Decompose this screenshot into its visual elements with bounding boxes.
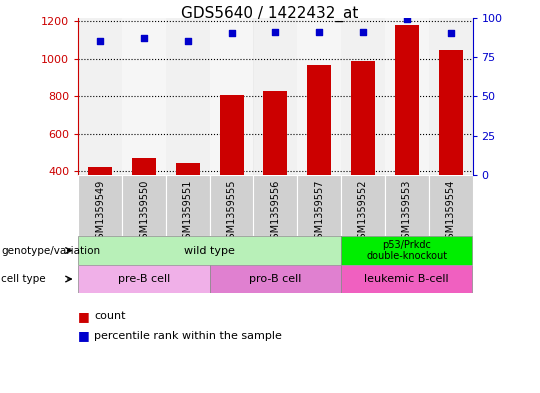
Bar xyxy=(264,91,287,246)
Bar xyxy=(210,265,341,293)
Point xyxy=(96,38,105,44)
Text: GDS5640 / 1422432_at: GDS5640 / 1422432_at xyxy=(181,6,359,22)
Bar xyxy=(253,18,298,175)
Bar xyxy=(78,18,122,175)
Text: ■: ■ xyxy=(78,329,90,343)
Point xyxy=(315,29,323,35)
Bar xyxy=(166,175,210,236)
Text: GSM1359555: GSM1359555 xyxy=(227,180,237,245)
Bar xyxy=(253,175,298,236)
Bar xyxy=(210,175,253,236)
Bar xyxy=(122,175,166,236)
Bar xyxy=(351,61,375,246)
Text: wild type: wild type xyxy=(184,246,235,255)
Text: GSM1359556: GSM1359556 xyxy=(271,180,280,245)
Text: ■: ■ xyxy=(78,310,90,323)
Bar xyxy=(429,18,472,175)
Text: p53/Prkdc
double-knockout: p53/Prkdc double-knockout xyxy=(366,240,447,261)
Bar xyxy=(166,18,210,175)
Text: GSM1359557: GSM1359557 xyxy=(314,180,324,245)
Point xyxy=(402,16,411,22)
Text: GSM1359554: GSM1359554 xyxy=(446,180,456,245)
Text: GSM1359552: GSM1359552 xyxy=(358,180,368,245)
Bar xyxy=(176,163,200,246)
Bar xyxy=(307,65,331,246)
Bar xyxy=(341,175,385,236)
Text: genotype/variation: genotype/variation xyxy=(1,246,100,255)
Bar xyxy=(341,18,385,175)
Bar xyxy=(429,175,472,236)
Text: percentile rank within the sample: percentile rank within the sample xyxy=(94,331,282,341)
Point xyxy=(446,30,455,37)
Point xyxy=(271,29,280,35)
Bar xyxy=(122,18,166,175)
Bar xyxy=(78,265,210,293)
Bar xyxy=(132,158,156,246)
Text: GSM1359550: GSM1359550 xyxy=(139,180,149,245)
Text: cell type: cell type xyxy=(1,274,46,284)
Text: pre-B cell: pre-B cell xyxy=(118,274,170,284)
Text: pro-B cell: pro-B cell xyxy=(249,274,301,284)
Text: GSM1359553: GSM1359553 xyxy=(402,180,412,245)
Bar xyxy=(341,236,472,265)
Bar xyxy=(88,167,112,246)
Text: count: count xyxy=(94,311,126,321)
Bar xyxy=(298,18,341,175)
Text: GSM1359549: GSM1359549 xyxy=(95,180,105,245)
Bar xyxy=(298,175,341,236)
Bar xyxy=(385,175,429,236)
Point xyxy=(140,35,149,41)
Text: leukemic B-cell: leukemic B-cell xyxy=(364,274,449,284)
Bar xyxy=(438,50,463,246)
Bar xyxy=(341,265,472,293)
Point xyxy=(227,30,236,37)
Point xyxy=(359,29,367,35)
Bar xyxy=(385,18,429,175)
Bar xyxy=(210,18,253,175)
Bar xyxy=(78,175,122,236)
Text: GSM1359551: GSM1359551 xyxy=(183,180,193,245)
Bar xyxy=(78,236,341,265)
Point xyxy=(184,38,192,44)
Bar xyxy=(220,95,244,246)
Bar xyxy=(395,25,419,246)
